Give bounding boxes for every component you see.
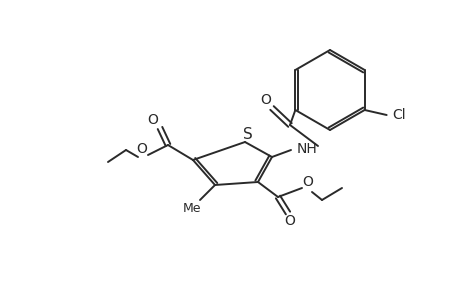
Text: O: O (284, 214, 295, 228)
Text: O: O (147, 113, 158, 127)
Text: O: O (302, 175, 313, 189)
Text: O: O (260, 93, 271, 107)
Text: NH: NH (296, 142, 317, 156)
Text: Me: Me (182, 202, 201, 215)
Text: Cl: Cl (391, 108, 404, 122)
Text: S: S (243, 127, 252, 142)
Text: O: O (136, 142, 147, 156)
